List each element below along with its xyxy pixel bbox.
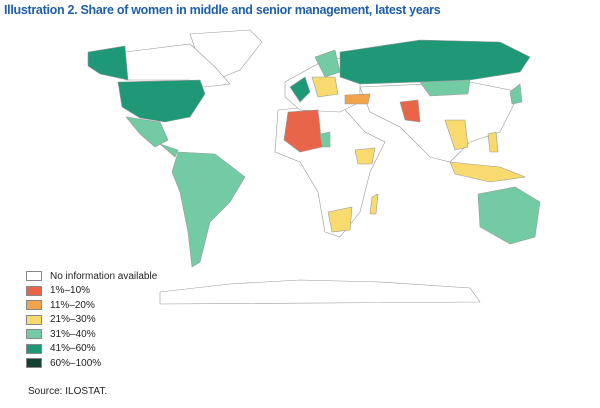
ethiopia [354,147,376,165]
south-africa [327,206,353,233]
legend-swatch [26,329,42,340]
japan [509,83,523,105]
legend-item: 60%–100% [26,356,157,371]
legend-swatch [26,271,42,282]
legend: No information available 1%–10% 11%–20% 21%… [26,269,157,371]
legend-item: 41%–60% [26,342,157,357]
philippines [487,131,499,153]
legend-item: 1%–10% [26,284,157,299]
legend-label: 1%–10% [50,285,91,297]
legend-item: 21%–30% [26,313,157,328]
legend-swatch [26,285,42,296]
madagascar [369,193,379,215]
legend-label: 60%–100% [50,357,102,369]
pakistan [399,99,421,123]
mexico [125,116,169,148]
source: Source: ILOSTAT. [28,386,108,397]
central-europe [311,76,339,98]
russia [339,39,531,85]
central-america [159,143,179,158]
legend-label: 41%–60% [50,343,96,355]
indonesia [449,161,527,183]
canada [124,43,231,88]
legend-label: 21%–30% [50,314,96,326]
legend-swatch [26,358,42,369]
legend-label: 11%–20% [50,299,95,311]
australia [477,186,541,245]
turkey [344,93,371,105]
world-map [87,29,541,305]
title: Illustration 2. Share of women in middle… [4,3,441,17]
niger [319,131,331,148]
legend-item: 11%–20% [26,298,157,313]
legend-label: No information available [50,270,158,282]
southeast-asia [444,119,469,151]
legend-item: No information available [26,269,157,284]
antarctica [159,279,481,305]
algeria-mali [283,109,323,153]
legend-swatch [26,300,42,311]
alaska [87,45,129,81]
kazakhstan [419,79,471,97]
usa [117,79,206,123]
south-america [171,151,246,268]
europe-west [289,76,311,103]
legend-swatch [26,314,42,325]
legend-label: 31%–40% [50,328,96,340]
legend-swatch [26,343,42,354]
legend-item: 31%–40% [26,327,157,342]
